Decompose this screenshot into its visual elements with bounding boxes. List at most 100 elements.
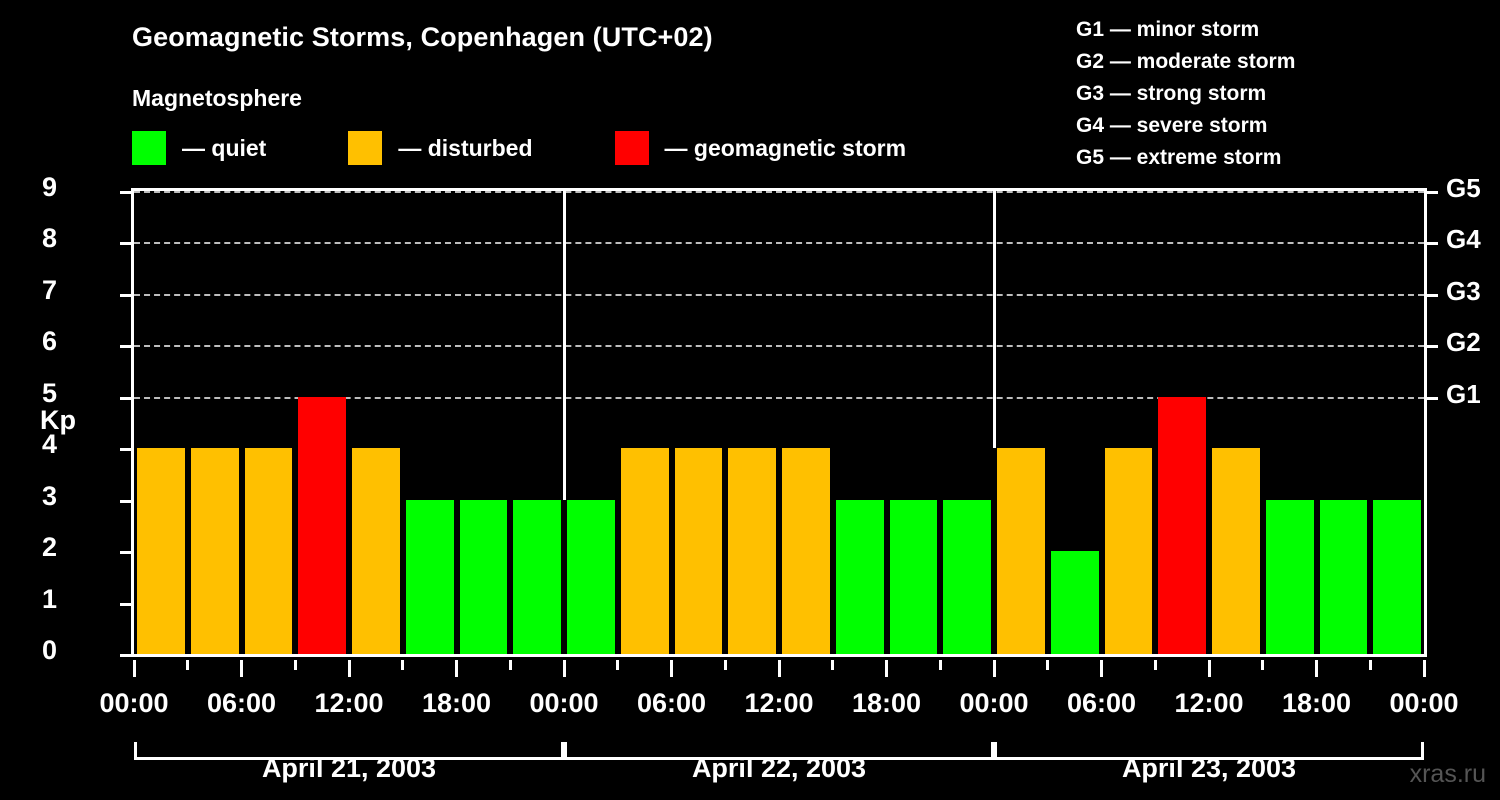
plot-area bbox=[120, 188, 1438, 657]
y-axis-label-5: 5 bbox=[41, 377, 57, 408]
bar-kp[interactable] bbox=[459, 499, 508, 654]
gridline-kp-7 bbox=[134, 293, 1424, 296]
y-tick-4 bbox=[120, 448, 134, 452]
bar-kp[interactable] bbox=[997, 448, 1045, 654]
x-tick-major bbox=[1422, 660, 1426, 677]
x-tick-minor bbox=[1153, 660, 1157, 670]
x-tick-minor bbox=[1046, 660, 1050, 670]
x-tick-major bbox=[240, 660, 243, 677]
x-tick-major bbox=[562, 660, 566, 677]
bar-kp[interactable] bbox=[728, 448, 776, 654]
legend-swatch-quiet bbox=[132, 131, 166, 165]
y-tick-8 bbox=[120, 242, 134, 246]
y-tick-1 bbox=[120, 602, 134, 606]
g-tick-G5 bbox=[1424, 191, 1438, 194]
bar-kp[interactable] bbox=[190, 448, 239, 654]
legend-swatch-disturbed bbox=[348, 131, 383, 165]
bar-kp[interactable] bbox=[352, 448, 400, 654]
bar-kp[interactable] bbox=[1265, 499, 1314, 654]
day-label: April 21, 2003 bbox=[261, 753, 437, 783]
g-tick-G4 bbox=[1424, 242, 1438, 246]
legend-item-geomagnetic-storm: — geomagnetic storm bbox=[614, 131, 907, 165]
x-tick-minor bbox=[616, 660, 620, 670]
bar-kp[interactable] bbox=[943, 499, 991, 654]
bar-kp[interactable] bbox=[1104, 448, 1153, 654]
y-axis-label-6: 6 bbox=[41, 326, 57, 357]
bar-kp[interactable] bbox=[1373, 499, 1421, 654]
legend-item-disturbed: — disturbed bbox=[348, 131, 533, 165]
bar-kp[interactable] bbox=[620, 448, 669, 654]
x-tick-minor bbox=[1261, 660, 1265, 670]
y-tick-2 bbox=[120, 551, 134, 555]
y-axis-title: Kp bbox=[40, 405, 76, 435]
gridline-kp-8 bbox=[134, 242, 1424, 245]
bar-kp[interactable] bbox=[1050, 551, 1099, 654]
bar-kp[interactable] bbox=[889, 499, 938, 654]
bar-kp[interactable] bbox=[1319, 499, 1368, 654]
legend-label-disturbed: — disturbed bbox=[398, 134, 533, 161]
y-tick-0 bbox=[120, 654, 134, 657]
bar-kp[interactable] bbox=[298, 396, 346, 654]
bar-kp[interactable] bbox=[674, 448, 723, 654]
day-separator bbox=[992, 191, 996, 449]
y-tick-5 bbox=[120, 396, 134, 400]
gridline-kp-5 bbox=[134, 396, 1424, 399]
bar-kp[interactable] bbox=[1158, 396, 1206, 654]
g-tick-G3 bbox=[1424, 293, 1438, 297]
bar-kp[interactable] bbox=[782, 448, 830, 654]
y-axis-label-9: 9 bbox=[41, 172, 57, 202]
g-tick-G1 bbox=[1424, 396, 1438, 400]
x-tick-minor bbox=[938, 660, 942, 670]
chart-title: Geomagnetic Storms, Copenhagen (UTC+02) bbox=[132, 22, 713, 52]
g-axis-label-G2: G2 bbox=[1446, 327, 1481, 358]
day-bracket bbox=[994, 742, 1424, 760]
x-axis-label: 18:00 bbox=[1281, 688, 1352, 718]
x-tick-minor bbox=[508, 660, 512, 670]
day-bracket bbox=[564, 742, 994, 760]
x-tick-major bbox=[670, 660, 673, 677]
x-tick-major bbox=[132, 660, 136, 677]
g-axis-label-G3: G3 bbox=[1446, 275, 1481, 306]
x-axis-label: 12:00 bbox=[744, 688, 814, 718]
x-tick-major bbox=[455, 660, 458, 677]
x-axis-label: 18:00 bbox=[851, 688, 922, 718]
bar-kp[interactable] bbox=[567, 499, 615, 654]
y-axis-label-3: 3 bbox=[41, 480, 57, 511]
g-legend-line-g5: G5 — extreme storm bbox=[1076, 146, 1282, 169]
bar-kp[interactable] bbox=[835, 499, 884, 654]
legend-item-quiet: — quiet bbox=[132, 131, 266, 165]
x-tick-major bbox=[1207, 660, 1211, 677]
y-tick-6 bbox=[120, 345, 134, 349]
bar-kp[interactable] bbox=[137, 448, 185, 654]
g-axis-label-G4: G4 bbox=[1446, 224, 1481, 255]
x-axis-label: 06:00 bbox=[1066, 688, 1137, 718]
x-tick-minor bbox=[723, 660, 727, 670]
legend-label-geomagnetic-storm: — geomagnetic storm bbox=[664, 134, 907, 161]
y-axis-label-2: 2 bbox=[41, 532, 57, 563]
g-scale-legend: G1 — minor storm G2 — moderate storm G3 — … bbox=[1076, 14, 1295, 174]
x-tick-minor bbox=[831, 660, 835, 670]
day-label: April 22, 2003 bbox=[691, 753, 867, 783]
x-tick-minor bbox=[401, 660, 405, 670]
y-axis-label-0: 0 bbox=[41, 635, 57, 665]
x-tick-major bbox=[1315, 660, 1318, 677]
legend-swatch-geomagnetic-storm bbox=[614, 131, 649, 165]
g-axis-label-G1: G1 bbox=[1446, 378, 1481, 409]
x-tick-minor bbox=[1368, 660, 1372, 670]
x-axis-label: 00:00 bbox=[529, 688, 599, 718]
bar-kp[interactable] bbox=[513, 499, 561, 654]
y-axis-label-8: 8 bbox=[41, 223, 57, 254]
x-axis-label: 00:00 bbox=[959, 688, 1029, 718]
x-axis-label: 12:00 bbox=[314, 688, 384, 718]
bar-kp[interactable] bbox=[1212, 448, 1260, 654]
x-tick-minor bbox=[293, 660, 297, 670]
x-tick-major bbox=[885, 660, 888, 677]
bar-kp[interactable] bbox=[244, 448, 293, 654]
x-tick-major bbox=[347, 660, 351, 677]
gridline-kp-6 bbox=[134, 345, 1424, 348]
g-tick-G2 bbox=[1424, 345, 1438, 349]
y-axis-label-1: 1 bbox=[41, 583, 57, 614]
g-legend-line-g4: G4 — severe storm bbox=[1076, 114, 1268, 137]
bar-kp[interactable] bbox=[405, 499, 454, 654]
day-separator bbox=[562, 191, 566, 500]
